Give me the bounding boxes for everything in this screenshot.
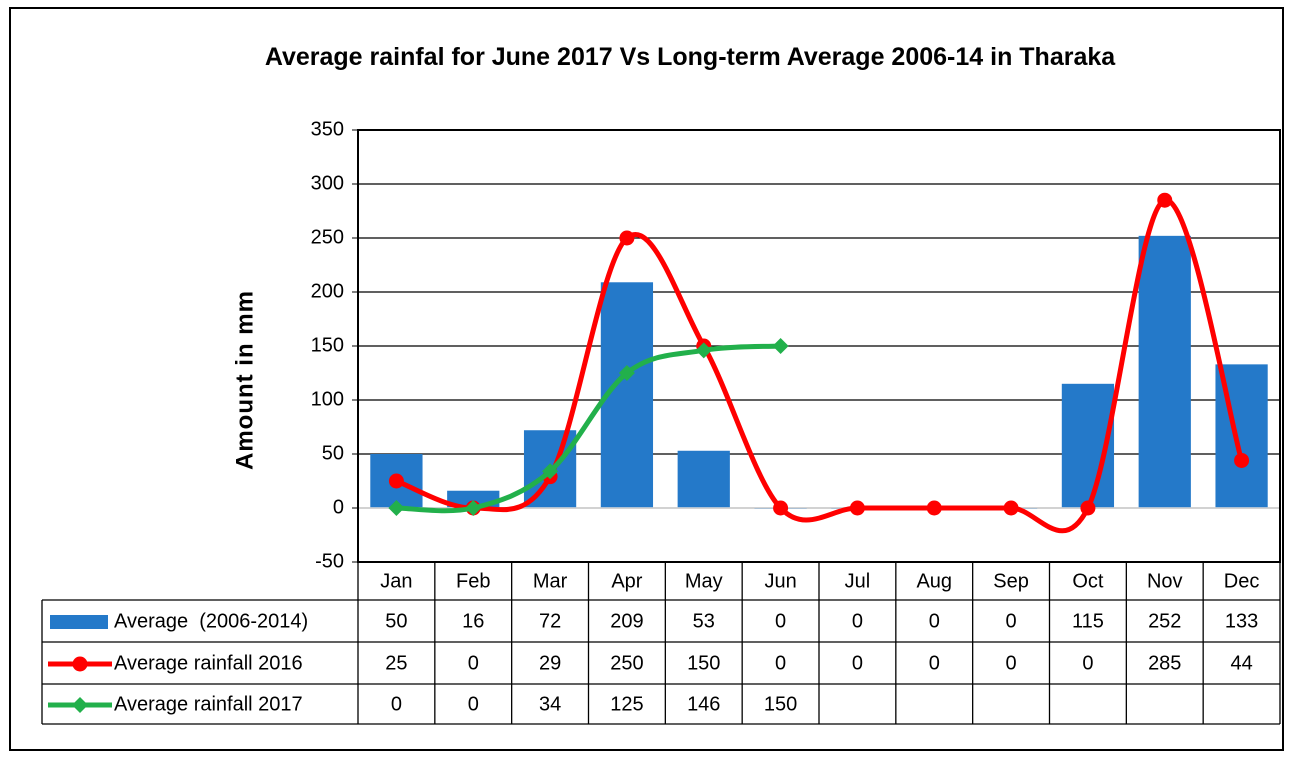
y-tick-label: -50	[315, 550, 344, 572]
line-marker	[849, 500, 865, 516]
table-value: 150	[764, 693, 797, 715]
table-value: 0	[1006, 652, 1017, 674]
line-marker	[1003, 500, 1019, 516]
line-marker	[1234, 452, 1250, 468]
table-value: 252	[1148, 610, 1181, 632]
line-marker	[388, 473, 404, 489]
table-value: 133	[1225, 610, 1258, 632]
y-tick-label: 300	[311, 172, 344, 194]
line-marker	[1080, 500, 1096, 516]
x-tick-label: Nov	[1147, 570, 1183, 592]
y-axis-label: Amount in mm	[231, 290, 258, 470]
table-value: 125	[610, 693, 643, 715]
table-value: 0	[775, 610, 786, 632]
table-value: 115	[1072, 610, 1104, 632]
chart-title: Average rainfal for June 2017 Vs Long-te…	[264, 43, 1116, 71]
x-tick-label: Oct	[1072, 570, 1104, 592]
x-tick-label: Sep	[993, 570, 1029, 592]
y-tick-label: 50	[322, 442, 344, 464]
bar	[1138, 235, 1191, 508]
table-value: 250	[610, 652, 643, 674]
bar	[677, 450, 730, 508]
line-marker	[465, 500, 482, 516]
y-tick-label: 100	[311, 388, 344, 410]
legend-label: Average (2006-2014)	[114, 610, 308, 632]
table-value: 72	[539, 610, 561, 632]
table-value: 0	[852, 652, 863, 674]
x-tick-label: Feb	[456, 570, 490, 592]
y-tick-label: 200	[311, 280, 344, 302]
table-value: 0	[1082, 652, 1093, 674]
legend-marker	[72, 697, 88, 713]
x-tick-label: Mar	[533, 570, 568, 592]
legend-key	[50, 615, 108, 629]
table-value: 50	[385, 610, 407, 632]
line-marker	[1157, 192, 1173, 208]
x-tick-label: Jul	[845, 570, 871, 592]
table-value: 150	[687, 652, 720, 674]
line-marker	[772, 338, 789, 354]
table-value: 44	[1230, 652, 1252, 674]
y-tick-label: 350	[311, 118, 344, 140]
table-value: 0	[468, 693, 479, 715]
table-value: 34	[539, 693, 561, 715]
table-value: 0	[929, 652, 940, 674]
x-tick-label: Jan	[380, 570, 412, 592]
line-marker	[773, 500, 789, 516]
table-value: 0	[1006, 610, 1017, 632]
x-tick-label: Dec	[1224, 570, 1260, 592]
line-marker	[618, 365, 635, 381]
line-marker	[542, 463, 559, 480]
x-tick-label: Apr	[611, 570, 642, 592]
table-value: 285	[1148, 652, 1181, 674]
table-value: 29	[539, 652, 561, 674]
line-marker	[388, 500, 405, 516]
y-tick-label: 0	[333, 496, 344, 518]
table-value: 0	[775, 652, 786, 674]
line-marker	[619, 230, 635, 246]
y-tick-label: 150	[311, 334, 344, 356]
table-value: 146	[687, 693, 720, 715]
legend-label: Average rainfall 2016	[114, 652, 303, 674]
table-value: 0	[929, 610, 940, 632]
legend-marker	[72, 656, 88, 672]
table-value: 0	[852, 610, 863, 632]
table-value: 53	[693, 610, 715, 632]
chart-frame	[9, 7, 1284, 751]
x-tick-label: May	[685, 570, 723, 592]
x-tick-label: Jun	[764, 570, 796, 592]
table-value: 16	[462, 610, 484, 632]
legend-label: Average rainfall 2017	[114, 693, 303, 715]
x-tick-label: Aug	[916, 570, 952, 592]
table-value: 209	[610, 610, 643, 632]
line-marker	[926, 500, 942, 516]
table-value: 0	[391, 693, 402, 715]
y-tick-label: 250	[311, 226, 344, 248]
line-marker	[695, 342, 712, 359]
table-value: 0	[468, 652, 479, 674]
table-value: 25	[385, 652, 407, 674]
line	[395, 197, 1244, 534]
